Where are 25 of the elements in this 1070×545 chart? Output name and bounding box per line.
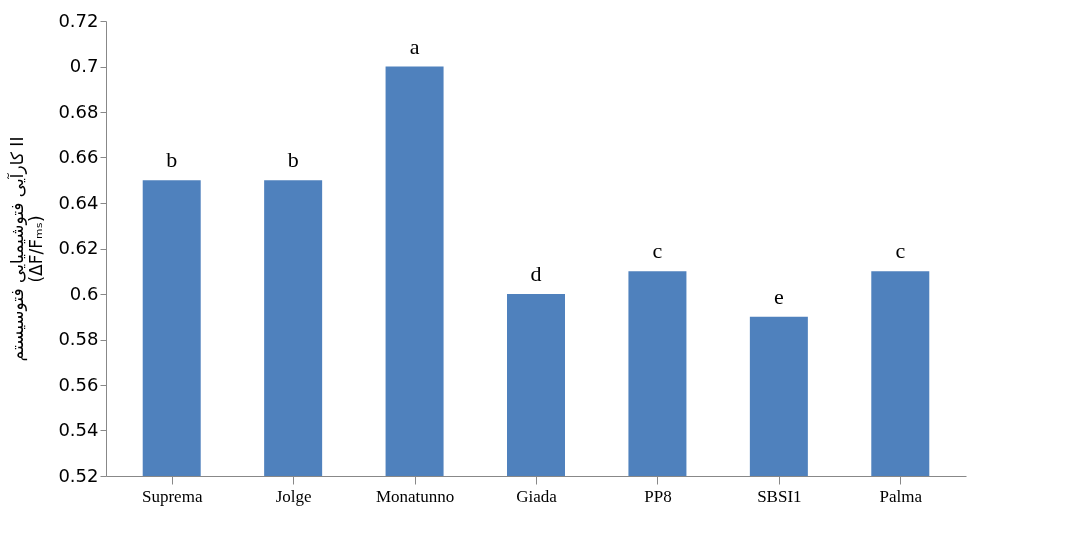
annotation: b — [287, 147, 299, 173]
y-tick-label: 0.68 — [58, 100, 99, 122]
x-tick-label: Suprema — [142, 486, 203, 506]
y-tick-label: 0.52 — [58, 464, 99, 486]
y-tick-label: 0.54 — [58, 419, 99, 440]
annotation: e — [773, 283, 784, 309]
x-tick-label: SBSI1 — [757, 486, 802, 506]
x-tick-label: Giada — [516, 486, 558, 506]
x-tick-label: Palma — [879, 486, 923, 506]
annotation: c — [895, 238, 906, 264]
y-tick-label: 0.56 — [58, 373, 99, 395]
y-tick-label: 0.58 — [58, 328, 99, 349]
x-tick-label: Jolge — [275, 486, 312, 506]
annotation: a — [409, 33, 420, 59]
y-tick-label: 0.62 — [58, 237, 99, 258]
y-tick-label: 0.64 — [58, 191, 99, 213]
annotation: d — [530, 261, 542, 286]
y-tick-label: 0.6 — [69, 282, 99, 304]
y-tick-label: 0.7 — [69, 55, 99, 76]
x-tick-label: Monatunno — [375, 486, 455, 506]
annotation: c — [652, 238, 663, 264]
annotation: b — [166, 147, 178, 173]
y-tick-label: 0.66 — [58, 146, 99, 167]
y-tick-label: 0.72 — [58, 9, 99, 31]
x-tick-label: PP8 — [644, 486, 672, 506]
